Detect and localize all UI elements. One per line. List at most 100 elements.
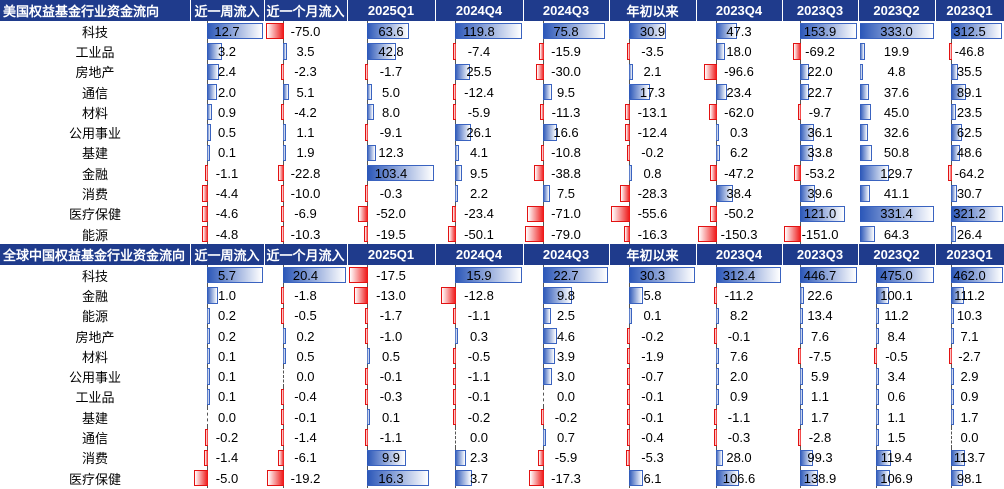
row-label: 工业品 <box>75 390 115 406</box>
column-header: 2023Q1 <box>935 244 1004 265</box>
cell-value: 5.9 <box>810 369 830 385</box>
positive-bar <box>455 144 459 162</box>
data-cell: 23.5 <box>935 102 1004 123</box>
cell-value: 0.0 <box>469 430 489 446</box>
negative-bar <box>281 307 285 324</box>
cell-value: -0.2 <box>215 430 239 446</box>
data-cell: -0.3 <box>696 427 782 448</box>
cell-value: 0.3 <box>729 125 749 141</box>
negative-bar <box>714 409 718 426</box>
cell-value: 3.7 <box>469 470 489 486</box>
negative-bar <box>453 409 457 426</box>
data-cell: -16.3 <box>609 223 696 245</box>
data-cell: 5.8 <box>609 285 696 306</box>
cell-value: 7.1 <box>960 328 979 344</box>
negative-bar <box>205 429 209 446</box>
data-cell: -52.0 <box>347 203 435 224</box>
data-cell: 1.1 <box>782 386 858 408</box>
data-cell: -0.3 <box>347 386 435 408</box>
cell-value: 37.6 <box>883 84 910 100</box>
cell-value: 2.2 <box>469 186 489 202</box>
positive-bar <box>876 368 880 385</box>
negative-bar <box>714 327 718 345</box>
positive-bar <box>367 165 434 182</box>
positive-bar <box>860 185 870 202</box>
cell-value: -79.0 <box>551 226 581 242</box>
positive-bar <box>799 23 857 40</box>
data-cell: -50.1 <box>435 223 523 245</box>
header-row: 美国权益基金行业资金流向 近一周流入 近一个月流入 2025Q1 2024Q4 2024Q… <box>0 0 1004 21</box>
zero-axis <box>455 427 457 448</box>
cell-value: 0.5 <box>217 125 237 141</box>
data-cell: 4.1 <box>435 142 523 164</box>
cell-value: -64.2 <box>954 165 985 181</box>
cell-value: 153.9 <box>803 23 837 39</box>
table-row: 工业品 3.2 3.5 42.8 -7.4 -15.9 -3.5 18.0 -69.2 19.9 -… <box>0 41 1004 62</box>
cell-value: 4.8 <box>887 64 906 80</box>
negative-bar <box>193 469 209 487</box>
positive-bar <box>951 185 958 202</box>
positive-bar <box>543 348 556 365</box>
cell-value: 17.3 <box>639 84 666 100</box>
row-label: 工业品 <box>75 44 115 60</box>
negative-bar <box>349 267 369 284</box>
row-label: 公用事业 <box>68 370 121 386</box>
cell-value: 12.7 <box>214 23 240 39</box>
positive-bar <box>876 409 880 426</box>
cell-value: 26.1 <box>466 125 492 141</box>
cell-value: -0.1 <box>727 328 751 344</box>
column-header: 近一周流入 <box>190 244 265 265</box>
data-cell: 28.0 <box>696 447 782 468</box>
cell-value: 1.1 <box>296 125 315 141</box>
cell-value: -52.0 <box>376 206 406 222</box>
cell-value: 33.8 <box>807 145 833 161</box>
data-cell: 153.9 <box>782 21 858 42</box>
positive-bar <box>543 327 557 345</box>
cell-value: 8.0 <box>381 104 401 120</box>
data-cell: 13.4 <box>782 305 858 326</box>
cell-value: -28.3 <box>637 186 668 202</box>
data-cell: -0.2 <box>435 407 523 428</box>
data-cell: -11.2 <box>696 285 782 306</box>
cell-value: 62.5 <box>956 125 983 141</box>
positive-bar <box>629 287 643 304</box>
cell-value: -150.3 <box>720 226 758 242</box>
data-cell: 0.5 <box>264 346 347 367</box>
positive-bar <box>951 225 957 243</box>
data-cell: -5.9 <box>523 447 609 468</box>
positive-bar <box>860 124 869 141</box>
negative-bar <box>948 165 953 182</box>
data-cell: -151.0 <box>782 223 858 245</box>
data-cell: 0.1 <box>190 366 264 387</box>
data-cell: -13.0 <box>347 285 435 306</box>
positive-bar <box>799 124 814 141</box>
cell-value: -0.5 <box>467 348 491 364</box>
cell-value: 103.4 <box>374 165 408 181</box>
column-header: 2025Q1 <box>347 244 436 265</box>
positive-bar <box>629 165 633 182</box>
table-row: 消费 -1.4 -6.1 9.9 2.3 -5.9 -5.3 28.0 99.3 119.4 113… <box>0 447 1004 468</box>
data-cell: 22.7 <box>782 81 858 103</box>
row-label: 科技 <box>81 24 108 40</box>
cell-value: -2.3 <box>294 64 317 80</box>
data-cell: 462.0 <box>935 265 1004 286</box>
cell-value: 75.8 <box>553 23 579 39</box>
data-cell: -0.2 <box>523 407 609 428</box>
data-cell: 7.5 <box>523 183 609 204</box>
cell-value: 38.4 <box>726 186 752 202</box>
positive-bar <box>629 307 633 324</box>
positive-bar <box>799 287 804 304</box>
data-cell: 1.1 <box>264 122 347 143</box>
positive-bar <box>799 185 816 202</box>
data-cell: -9.7 <box>782 102 858 123</box>
column-header: 年初以来 <box>609 0 697 21</box>
positive-bar <box>629 469 644 487</box>
negative-bar <box>280 225 285 243</box>
cell-value: 9.5 <box>556 84 576 100</box>
positive-bar <box>951 409 955 426</box>
row-label: 房地产 <box>75 329 115 345</box>
cell-value: 446.7 <box>803 267 837 283</box>
cell-value: 48.6 <box>956 145 983 161</box>
positive-bar <box>283 144 287 162</box>
data-cell: -13.1 <box>609 102 696 123</box>
